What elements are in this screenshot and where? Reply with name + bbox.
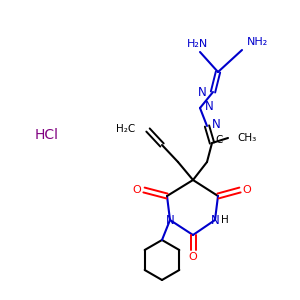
Text: C: C bbox=[215, 135, 222, 145]
Text: N: N bbox=[198, 85, 207, 98]
Text: HCl: HCl bbox=[35, 128, 59, 142]
Text: H₂N: H₂N bbox=[188, 39, 208, 49]
Text: O: O bbox=[133, 185, 141, 195]
Text: CH₃: CH₃ bbox=[237, 133, 256, 143]
Text: O: O bbox=[243, 185, 251, 195]
Text: N: N bbox=[212, 118, 221, 130]
Text: H₂C: H₂C bbox=[116, 124, 135, 134]
Text: N: N bbox=[205, 100, 214, 112]
Text: NH₂: NH₂ bbox=[247, 37, 268, 47]
Text: O: O bbox=[189, 252, 197, 262]
Text: N: N bbox=[211, 214, 219, 226]
Text: N: N bbox=[166, 214, 174, 226]
Text: H: H bbox=[221, 215, 229, 225]
